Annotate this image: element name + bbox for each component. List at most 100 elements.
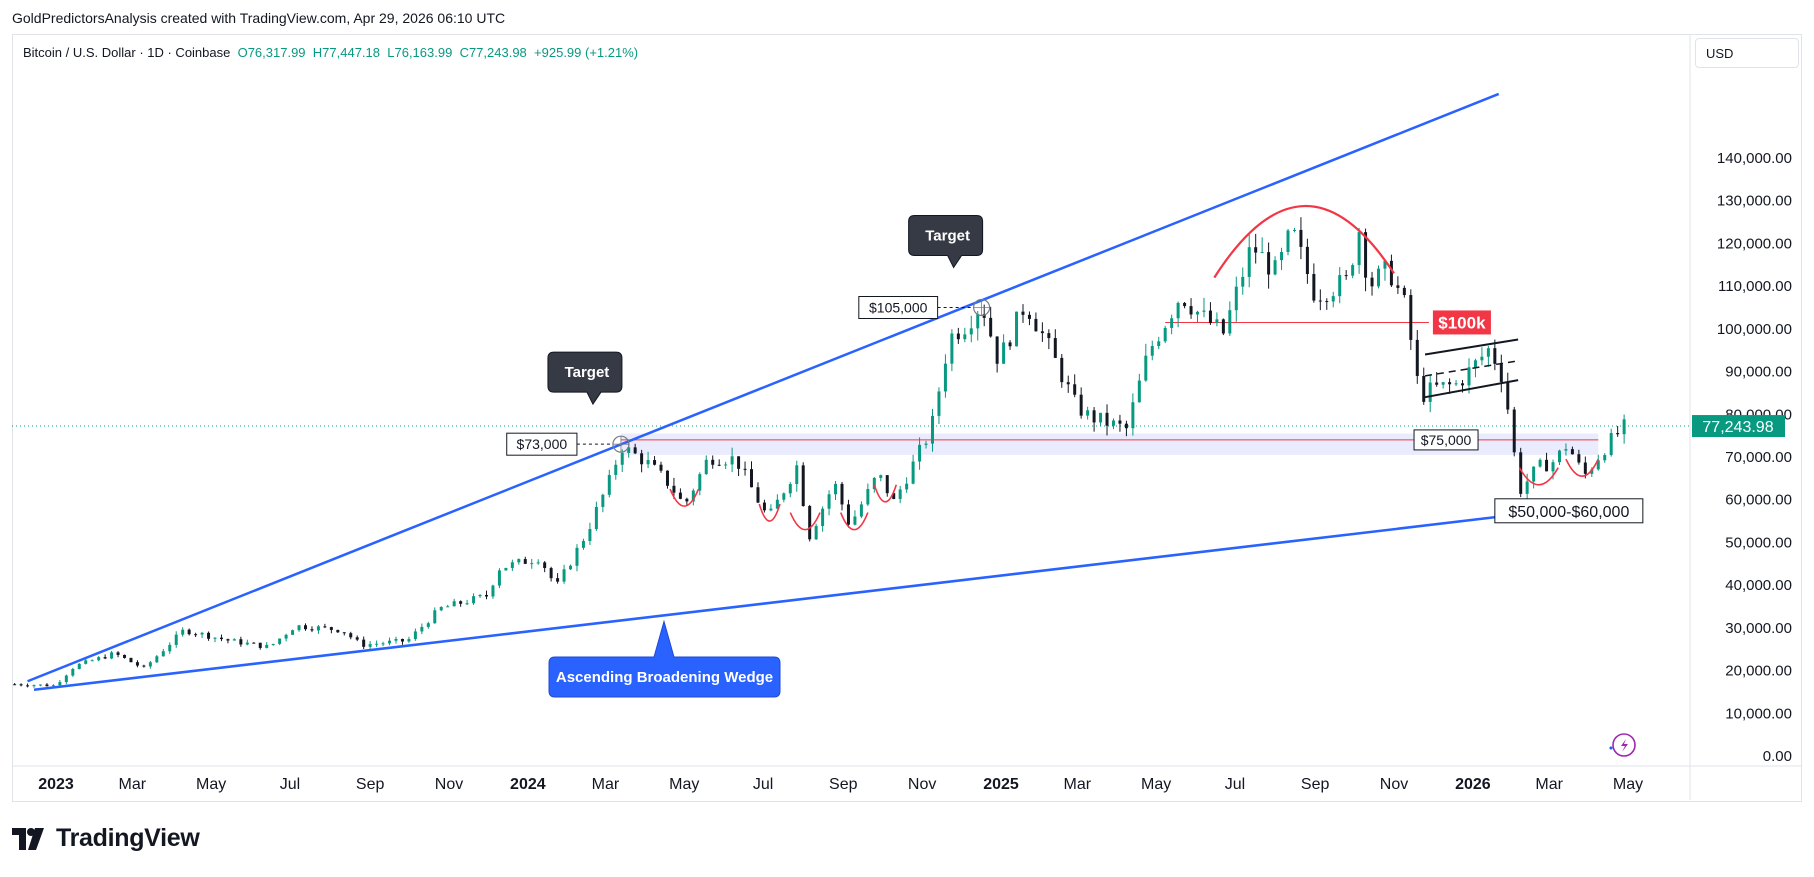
candle-body [1137, 380, 1141, 403]
candle-body [413, 631, 417, 640]
candle-body [834, 483, 838, 495]
candle-body [1338, 275, 1342, 297]
candle-body [1150, 346, 1154, 356]
y-tick-label: 40,000.00 [1725, 577, 1792, 594]
y-tick-label: 70,000.00 [1725, 449, 1792, 466]
candle-body [536, 562, 540, 564]
candle-body [1215, 319, 1219, 324]
candle-body [730, 456, 734, 465]
candle-body [362, 639, 366, 647]
y-tick-label: 30,000.00 [1725, 620, 1792, 637]
candle-body [1577, 454, 1581, 463]
candle-body [77, 663, 81, 669]
candle-body [627, 447, 631, 453]
candle-body [1118, 420, 1122, 424]
candle-body [1461, 383, 1465, 386]
candle-body [323, 626, 327, 628]
candle-body [743, 468, 747, 470]
candle-body [181, 629, 185, 635]
candle-body [19, 684, 23, 686]
candle-body [426, 623, 430, 627]
cup-arc [758, 503, 781, 522]
candle-body [846, 504, 850, 525]
x-tick-label: Mar [592, 776, 620, 793]
candle-body [1590, 469, 1594, 474]
candle-body [271, 643, 275, 645]
candle-body [1415, 339, 1419, 376]
candle-body [381, 643, 385, 645]
wedge-upper-line [27, 92, 1500, 683]
candle-body [601, 494, 605, 507]
candle-body [937, 391, 941, 416]
price-label-text: $105,000 [869, 300, 928, 316]
candle-body [1060, 357, 1064, 383]
assistant-icon-bolt [1621, 739, 1628, 752]
candle-body [581, 540, 585, 548]
candle-body [90, 660, 94, 662]
candle-body [187, 629, 191, 635]
candle-body [135, 662, 139, 666]
target-callout [547, 351, 623, 406]
candle-body [116, 652, 120, 655]
candle-body [1040, 331, 1044, 334]
candle-body [562, 569, 566, 582]
currency-selector[interactable]: USD [1695, 38, 1799, 68]
x-tick-label: 2025 [983, 776, 1019, 793]
candle-body [1467, 367, 1471, 386]
candle-body [1402, 287, 1406, 296]
candle-body [1557, 450, 1561, 463]
candle-body [549, 568, 553, 579]
candle-body [219, 637, 223, 640]
candles [13, 217, 1626, 688]
y-tick-label: 0.00 [1763, 748, 1792, 765]
y-tick-label: 20,000.00 [1725, 663, 1792, 680]
candle-body [258, 642, 262, 648]
candle-body [898, 489, 902, 499]
y-tick-label: 60,000.00 [1725, 492, 1792, 509]
candle-body [1260, 252, 1264, 254]
cup-arc [789, 512, 821, 531]
candle-body [478, 594, 482, 597]
price-range-label-box [1494, 498, 1644, 524]
candle-body [97, 657, 101, 661]
assistant-icon [1609, 733, 1636, 757]
candle-body [517, 559, 521, 563]
candle-body [349, 633, 353, 638]
candle-body [297, 625, 301, 631]
candle-body [588, 529, 592, 541]
candle-body [1499, 363, 1503, 382]
candle-body [1364, 232, 1368, 278]
candle-body [1435, 382, 1439, 385]
candle-body [239, 639, 243, 645]
price-label-100k-box [1432, 310, 1491, 335]
candle-body [1021, 311, 1025, 315]
close-value: C77,243.98 [459, 45, 527, 60]
candle-body [26, 685, 30, 687]
candle-body [672, 485, 676, 493]
candle-body [756, 487, 760, 503]
candle-body [530, 563, 534, 565]
candle-body [510, 562, 514, 568]
candle-body [291, 630, 295, 635]
candle-body [633, 447, 637, 454]
candle-body [1454, 383, 1458, 385]
candle-body [1124, 423, 1128, 429]
candle-body [1305, 246, 1309, 275]
candle-body [556, 578, 560, 582]
candle-body [982, 314, 986, 318]
assistant-icon-ring [1612, 733, 1636, 757]
candle-body [1564, 449, 1568, 451]
candle-body [614, 464, 618, 475]
candle-body [13, 684, 17, 686]
channel-middle-line [1424, 360, 1519, 377]
candle-body [1609, 433, 1613, 456]
candle-body [329, 627, 333, 630]
candle-body [1047, 333, 1051, 339]
tradingview-logo[interactable]: TradingView [12, 824, 200, 853]
candle-body [194, 634, 198, 636]
price-label-text: $73,000 [517, 436, 568, 452]
chart-caption: GoldPredictorsAnalysis created with Trad… [12, 10, 506, 26]
candle-body [543, 562, 547, 569]
assistant-icon-spark [1609, 746, 1613, 750]
